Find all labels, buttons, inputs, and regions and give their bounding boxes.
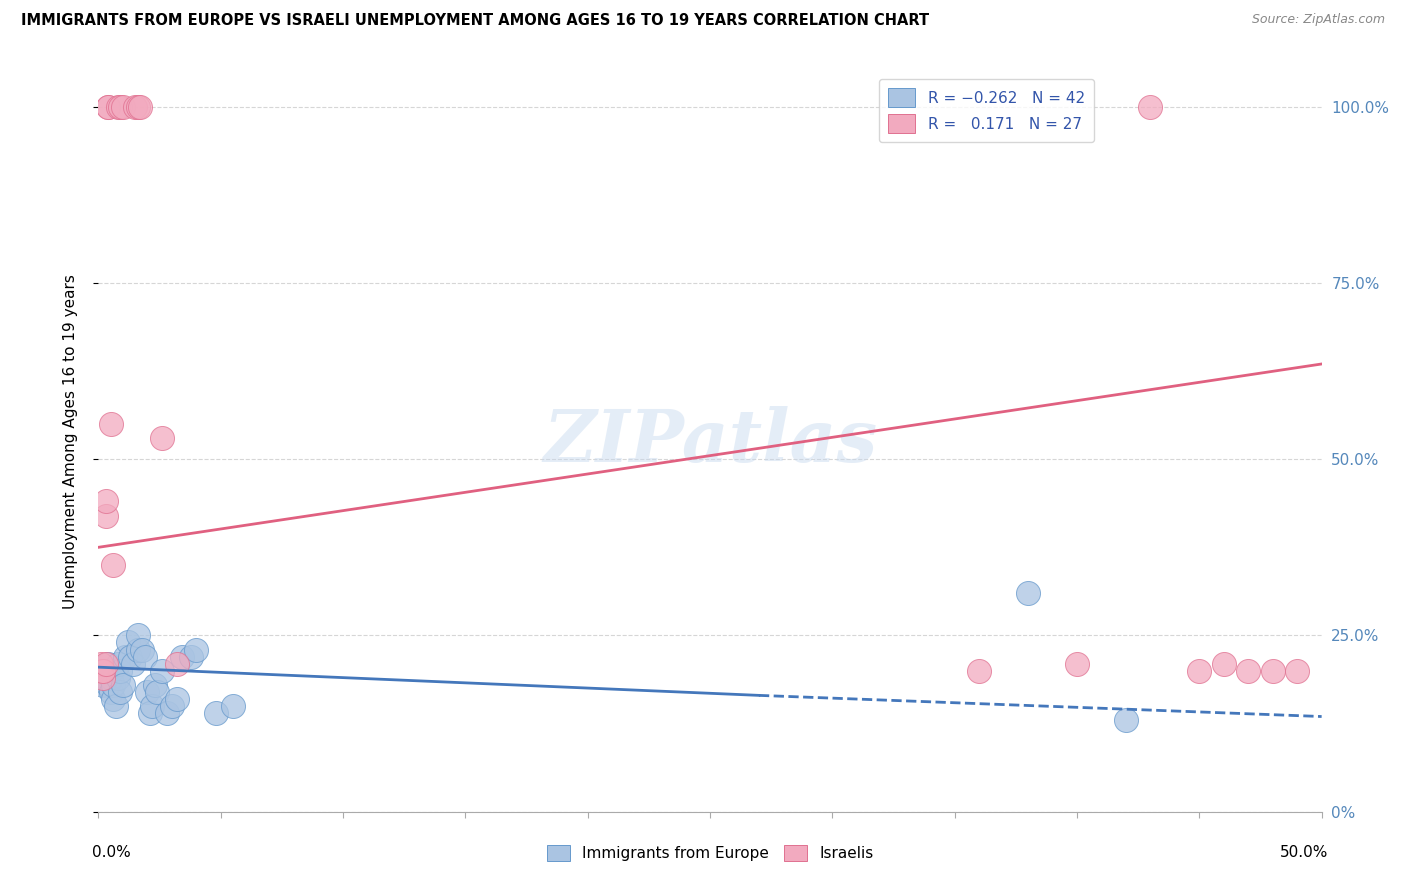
Point <box>160 698 183 713</box>
Point <box>101 692 124 706</box>
Point <box>205 706 228 720</box>
Point <box>1237 664 1260 678</box>
Point <box>100 685 122 699</box>
Point <box>100 664 122 678</box>
Point <box>110 664 132 678</box>
Point <box>146 685 169 699</box>
Point <box>91 664 114 678</box>
Text: ZIPatlas: ZIPatlas <box>543 406 877 477</box>
Point <box>127 100 149 114</box>
Point <box>97 657 120 671</box>
Point <box>150 664 173 678</box>
Point <box>150 431 173 445</box>
Point <box>97 100 120 114</box>
Point <box>91 671 114 685</box>
Point <box>124 100 146 114</box>
Point <box>170 649 193 664</box>
Point <box>129 100 152 114</box>
Point <box>111 678 134 692</box>
Point <box>141 698 163 713</box>
Legend: Immigrants from Europe, Israelis: Immigrants from Europe, Israelis <box>540 838 880 867</box>
Point <box>1261 664 1284 678</box>
Point <box>91 664 114 678</box>
Point <box>101 678 124 692</box>
Point <box>91 678 114 692</box>
Point <box>94 508 117 523</box>
Point <box>1066 657 1088 671</box>
Text: 0.0%: 0.0% <box>93 845 131 860</box>
Point <box>117 635 139 649</box>
Point <box>1212 657 1234 671</box>
Point <box>131 642 153 657</box>
Point <box>134 649 156 664</box>
Point <box>180 649 202 664</box>
Point <box>156 706 179 720</box>
Point <box>101 558 124 572</box>
Point <box>94 664 117 678</box>
Point <box>111 100 134 114</box>
Point <box>120 649 142 664</box>
Point <box>90 664 112 678</box>
Point <box>967 664 990 678</box>
Point <box>166 657 188 671</box>
Point <box>114 649 136 664</box>
Point <box>94 494 117 508</box>
Point <box>1115 713 1137 727</box>
Point <box>107 671 129 685</box>
Point <box>90 671 112 685</box>
Point <box>1139 100 1161 114</box>
Point <box>127 628 149 642</box>
Point <box>107 657 129 671</box>
Point <box>100 417 122 431</box>
Point <box>1286 664 1309 678</box>
Point <box>186 642 208 657</box>
Point <box>94 671 117 685</box>
Text: Source: ZipAtlas.com: Source: ZipAtlas.com <box>1251 13 1385 27</box>
Point <box>107 100 129 114</box>
Point <box>110 100 132 114</box>
Text: IMMIGRANTS FROM EUROPE VS ISRAELI UNEMPLOYMENT AMONG AGES 16 TO 19 YEARS CORRELA: IMMIGRANTS FROM EUROPE VS ISRAELI UNEMPL… <box>21 13 929 29</box>
Point <box>222 698 245 713</box>
Point <box>90 657 112 671</box>
Point <box>1017 586 1039 600</box>
Point <box>139 706 162 720</box>
Point <box>1188 664 1211 678</box>
Point <box>166 692 188 706</box>
Point <box>121 657 143 671</box>
Point <box>143 678 166 692</box>
Point <box>104 698 127 713</box>
Point <box>94 657 117 671</box>
Point <box>97 678 120 692</box>
Point <box>136 685 159 699</box>
Point <box>110 685 132 699</box>
Point <box>97 100 120 114</box>
Point <box>100 671 122 685</box>
Point <box>127 642 149 657</box>
Y-axis label: Unemployment Among Ages 16 to 19 years: Unemployment Among Ages 16 to 19 years <box>63 274 77 609</box>
Text: 50.0%: 50.0% <box>1279 845 1327 860</box>
